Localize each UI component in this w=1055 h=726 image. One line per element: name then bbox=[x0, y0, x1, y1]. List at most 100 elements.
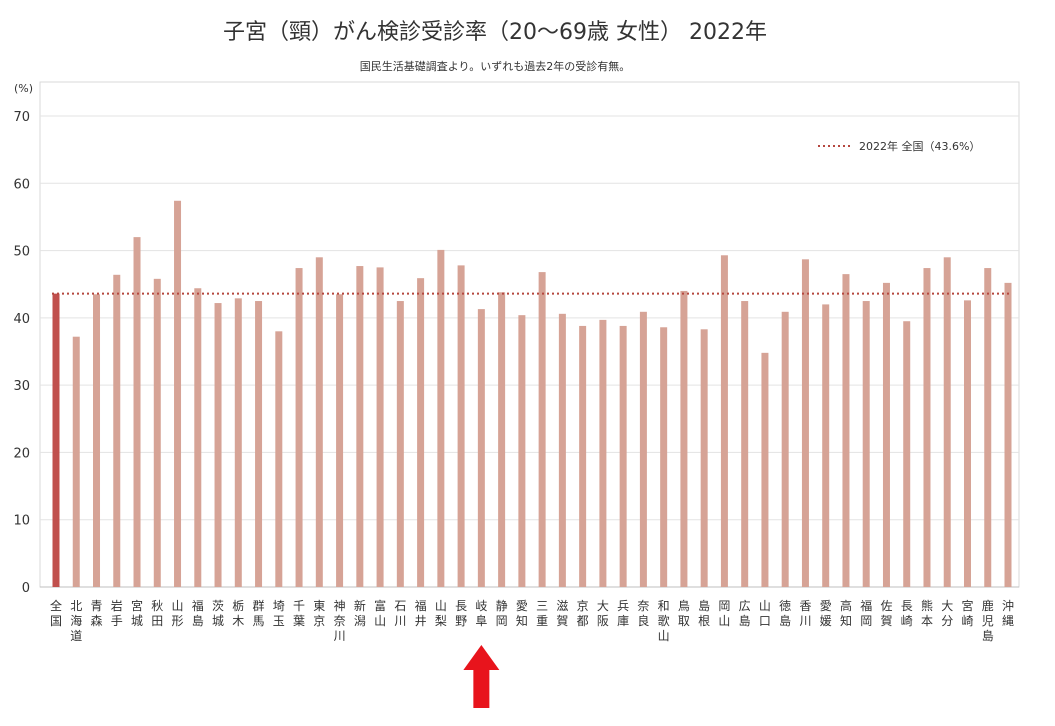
x-tick-label: 山 bbox=[718, 614, 730, 628]
x-tick-label: 全 bbox=[50, 598, 62, 613]
x-tick-label: 岐 bbox=[475, 599, 487, 613]
bar-島根 bbox=[700, 329, 708, 587]
bar-大阪 bbox=[599, 319, 607, 587]
x-tick-label: 愛 bbox=[516, 599, 528, 613]
bar-広島 bbox=[741, 301, 749, 587]
bar-全国 bbox=[52, 293, 60, 587]
y-tick-label: 10 bbox=[13, 514, 30, 529]
x-tick-label: 国 bbox=[50, 614, 62, 628]
x-tick-label: 岡 bbox=[860, 614, 872, 628]
chart-title: 子宮（頸）がん検診受診率（20〜69歳 女性） 2022年 bbox=[223, 20, 767, 45]
bar-和歌山 bbox=[660, 327, 668, 587]
x-tick-label: 熊 bbox=[921, 598, 933, 613]
x-tick-label: 崎 bbox=[901, 614, 913, 628]
x-tick-label: 山 bbox=[759, 599, 771, 613]
x-tick-label: 千 bbox=[293, 599, 305, 613]
x-tick-label: 石 bbox=[394, 599, 406, 613]
bar-鹿児島 bbox=[984, 268, 992, 587]
x-tick-label: 木 bbox=[232, 614, 244, 628]
x-tick-label: 京 bbox=[313, 614, 325, 628]
bar-栃木 bbox=[234, 298, 242, 587]
bar-宮城 bbox=[133, 237, 141, 587]
x-tick-label: 大 bbox=[597, 599, 609, 613]
x-tick-label: 宮 bbox=[961, 598, 973, 613]
x-tick-label: 川 bbox=[394, 614, 406, 628]
x-tick-label: 崎 bbox=[961, 614, 973, 628]
bar-静岡 bbox=[498, 292, 506, 587]
bar-宮崎 bbox=[963, 300, 971, 587]
x-tick-label: 福 bbox=[415, 598, 427, 613]
bar-沖縄 bbox=[1004, 282, 1012, 587]
bar-鳥取 bbox=[680, 290, 688, 587]
x-tick-label: 奈 bbox=[334, 614, 346, 628]
y-tick-label: 50 bbox=[13, 245, 30, 260]
bar-岩手 bbox=[113, 274, 121, 587]
x-tick-label: 口 bbox=[759, 614, 771, 628]
chart-subtitle: 国民生活基礎調査より。いずれも過去2年の受診有無。 bbox=[359, 60, 631, 73]
x-tick-label: 賀 bbox=[880, 614, 892, 628]
x-tick-label: 広 bbox=[739, 599, 751, 613]
y-tick-label: 40 bbox=[13, 312, 30, 327]
x-tick-label: 重 bbox=[536, 614, 548, 628]
x-tick-label: 葉 bbox=[293, 614, 305, 628]
x-tick-label: 岡 bbox=[496, 614, 508, 628]
y-tick-label: 30 bbox=[13, 379, 30, 394]
x-tick-label: 埼 bbox=[273, 599, 285, 613]
bar-兵庫 bbox=[619, 325, 627, 587]
x-tick-label: 分 bbox=[941, 614, 953, 628]
x-tick-label: 愛 bbox=[820, 599, 832, 613]
x-tick-label: 井 bbox=[415, 614, 427, 628]
bar-福島 bbox=[194, 288, 202, 587]
bar-山口 bbox=[761, 352, 769, 587]
x-tick-label: 東 bbox=[313, 599, 325, 613]
x-tick-label: 道 bbox=[70, 629, 82, 643]
x-tick-label: 新 bbox=[354, 598, 366, 613]
x-tick-label: 梨 bbox=[435, 614, 447, 628]
bar-山形 bbox=[174, 200, 182, 587]
bar-徳島 bbox=[781, 311, 789, 587]
x-tick-label: 島 bbox=[192, 613, 204, 628]
x-tick-label: 城 bbox=[212, 614, 224, 628]
bar-千葉 bbox=[295, 268, 303, 587]
legend-label: 2022年 全国（43.6%） bbox=[859, 139, 980, 153]
bar-長野 bbox=[457, 265, 465, 587]
x-tick-label: 川 bbox=[799, 614, 811, 628]
x-tick-label: 兵 bbox=[617, 599, 629, 613]
bar-埼玉 bbox=[275, 331, 283, 587]
x-tick-label: 阜 bbox=[475, 614, 487, 628]
x-tick-label: 取 bbox=[678, 614, 690, 628]
x-tick-label: 鹿 bbox=[982, 598, 994, 613]
x-tick-label: 高 bbox=[840, 598, 852, 613]
x-tick-label: 都 bbox=[577, 614, 589, 628]
plot-area bbox=[39, 81, 1020, 588]
x-tick-label: 玉 bbox=[273, 614, 285, 628]
bar-大分 bbox=[943, 257, 951, 587]
bar-京都 bbox=[579, 325, 587, 587]
x-tick-label: 野 bbox=[455, 614, 467, 628]
bar-福岡 bbox=[862, 301, 870, 587]
bar-群馬 bbox=[255, 301, 263, 587]
bar-茨城 bbox=[214, 303, 222, 587]
bar-愛媛 bbox=[822, 304, 830, 587]
bar-高知 bbox=[842, 274, 850, 587]
bar-秋田 bbox=[153, 278, 161, 587]
x-tick-label: 馬 bbox=[253, 614, 265, 628]
x-tick-label: 大 bbox=[941, 599, 953, 613]
x-tick-label: 田 bbox=[151, 614, 163, 628]
x-tick-label: 山 bbox=[374, 614, 386, 628]
x-tick-label: 知 bbox=[840, 614, 852, 628]
x-tick-label: 岡 bbox=[718, 599, 730, 613]
y-tick-label: 70 bbox=[13, 110, 30, 125]
bar-滋賀 bbox=[558, 313, 566, 587]
bar-佐賀 bbox=[882, 282, 890, 587]
x-tick-label: 福 bbox=[192, 598, 204, 613]
x-tick-label: 福 bbox=[860, 598, 872, 613]
x-tick-label: 手 bbox=[111, 614, 123, 628]
bar-奈良 bbox=[639, 311, 647, 587]
x-tick-label: 青 bbox=[91, 599, 103, 613]
x-tick-label: 和 bbox=[658, 599, 670, 613]
x-tick-label: 川 bbox=[334, 629, 346, 643]
x-tick-label: 富 bbox=[374, 598, 386, 613]
x-tick-label: 長 bbox=[901, 599, 913, 613]
